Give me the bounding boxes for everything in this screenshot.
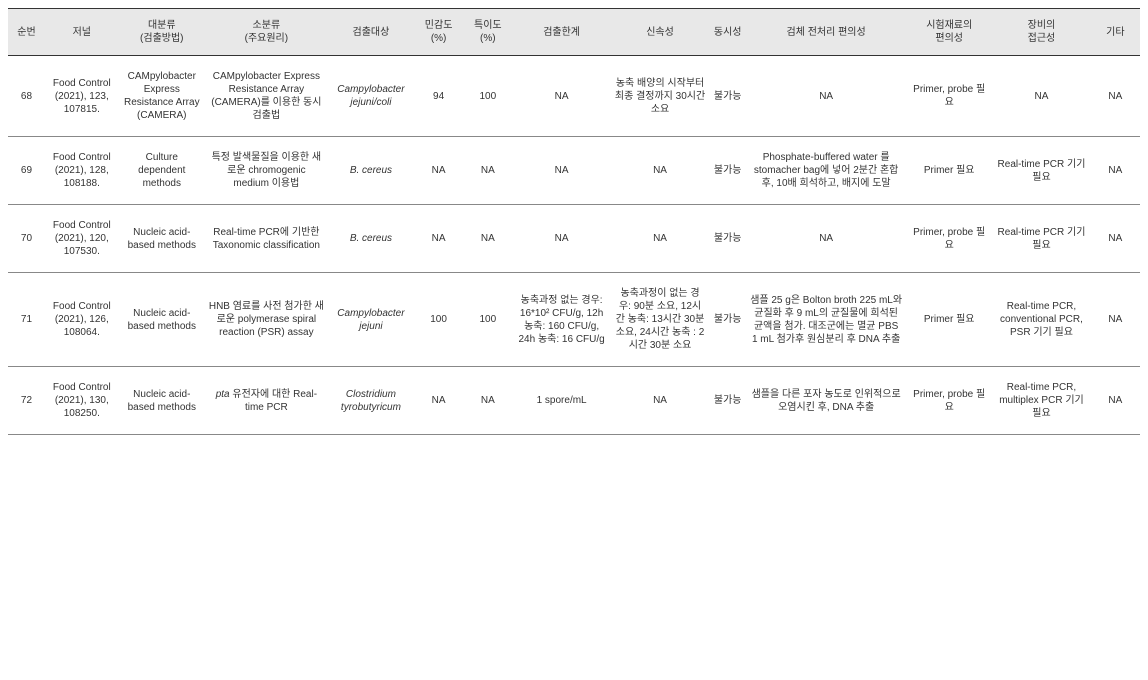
cell-simultaneity: 불가능 — [709, 205, 746, 273]
header-journal: 저널 — [45, 9, 119, 56]
cell-specificity: 100 — [463, 273, 512, 367]
cell-reagent: Primer, probe 필요 — [906, 367, 992, 435]
header-sensitivity: 민감도(%) — [414, 9, 463, 56]
cell-method-minor: pta 유전자에 대한 Real-time PCR — [205, 367, 328, 435]
cell-pretreatment: NA — [746, 205, 906, 273]
table-row: 68Food Control (2021), 123, 107815.CAMpy… — [8, 56, 1140, 137]
cell-journal: Food Control (2021), 126, 108064. — [45, 273, 119, 367]
cell-speed: 농축 배양의 시작부터 최종 결정까지 30시간 소요 — [611, 56, 709, 137]
cell-detection-limit: NA — [512, 137, 610, 205]
cell-target: Campylobacter jejuni/coli — [328, 56, 414, 137]
header-speed: 신속성 — [611, 9, 709, 56]
cell-num: 72 — [8, 367, 45, 435]
cell-reagent: Primer, probe 필요 — [906, 56, 992, 137]
cell-specificity: NA — [463, 205, 512, 273]
cell-num: 70 — [8, 205, 45, 273]
header-target: 검출대상 — [328, 9, 414, 56]
cell-specificity: NA — [463, 137, 512, 205]
cell-journal: Food Control (2021), 120, 107530. — [45, 205, 119, 273]
cell-simultaneity: 불가능 — [709, 367, 746, 435]
table-body: 68Food Control (2021), 123, 107815.CAMpy… — [8, 56, 1140, 435]
cell-target: B. cereus — [328, 137, 414, 205]
cell-method-major: Nucleic acid-based methods — [119, 367, 205, 435]
header-other: 기타 — [1091, 9, 1140, 56]
cell-method-minor: Real-time PCR에 기반한 Taxonomic classificat… — [205, 205, 328, 273]
cell-target: B. cereus — [328, 205, 414, 273]
cell-num: 69 — [8, 137, 45, 205]
cell-method-minor: HNB 염료를 사전 첨가한 새로운 polymerase spiral rea… — [205, 273, 328, 367]
cell-num: 71 — [8, 273, 45, 367]
table-row: 72Food Control (2021), 130, 108250.Nucle… — [8, 367, 1140, 435]
cell-equipment: Real-time PCR 기기 필요 — [992, 205, 1090, 273]
cell-speed: 농축과정이 없는 경우: 90분 소요, 12시간 농축: 13시간 30분 소… — [611, 273, 709, 367]
cell-other: NA — [1091, 205, 1140, 273]
header-num: 순번 — [8, 9, 45, 56]
header-row: 순번 저널 대분류(검출방법) 소분류(주요원리) 검출대상 민감도(%) 특이… — [8, 9, 1140, 56]
cell-target: Clostridium tyrobutyricum — [328, 367, 414, 435]
cell-other: NA — [1091, 367, 1140, 435]
cell-simultaneity: 불가능 — [709, 273, 746, 367]
header-reagent: 시험재료의편의성 — [906, 9, 992, 56]
header-simultaneity: 동시성 — [709, 9, 746, 56]
cell-sensitivity: NA — [414, 137, 463, 205]
cell-pretreatment: 샘플을 다른 포자 농도로 인위적으로 오염시킨 후, DNA 추출 — [746, 367, 906, 435]
cell-method-major: Nucleic acid-based methods — [119, 273, 205, 367]
cell-pretreatment: 샘플 25 g은 Bolton broth 225 mL와 균질화 후 9 mL… — [746, 273, 906, 367]
cell-pretreatment: NA — [746, 56, 906, 137]
cell-equipment: Real-time PCR 기기 필요 — [992, 137, 1090, 205]
cell-simultaneity: 불가능 — [709, 137, 746, 205]
cell-speed: NA — [611, 367, 709, 435]
cell-other: NA — [1091, 56, 1140, 137]
cell-detection-limit: 농축과정 없는 경우: 16*10² CFU/g, 12h 농축: 160 CF… — [512, 273, 610, 367]
header-pretreatment: 검체 전처리 편의성 — [746, 9, 906, 56]
data-table: 순번 저널 대분류(검출방법) 소분류(주요원리) 검출대상 민감도(%) 특이… — [8, 8, 1140, 435]
table-row: 70Food Control (2021), 120, 107530.Nucle… — [8, 205, 1140, 273]
cell-sensitivity: 94 — [414, 56, 463, 137]
cell-simultaneity: 불가능 — [709, 56, 746, 137]
cell-detection-limit: NA — [512, 56, 610, 137]
cell-journal: Food Control (2021), 130, 108250. — [45, 367, 119, 435]
cell-specificity: NA — [463, 367, 512, 435]
table-header: 순번 저널 대분류(검출방법) 소분류(주요원리) 검출대상 민감도(%) 특이… — [8, 9, 1140, 56]
cell-other: NA — [1091, 273, 1140, 367]
cell-num: 68 — [8, 56, 45, 137]
cell-method-major: Culture dependent methods — [119, 137, 205, 205]
header-method-major: 대분류(검출방법) — [119, 9, 205, 56]
cell-equipment: NA — [992, 56, 1090, 137]
cell-journal: Food Control (2021), 123, 107815. — [45, 56, 119, 137]
cell-journal: Food Control (2021), 128, 108188. — [45, 137, 119, 205]
cell-equipment: Real-time PCR, multiplex PCR 기기 필요 — [992, 367, 1090, 435]
cell-other: NA — [1091, 137, 1140, 205]
cell-pretreatment: Phosphate-buffered water 를 stomacher bag… — [746, 137, 906, 205]
cell-method-major: CAMpylobacter Express Resistance Array (… — [119, 56, 205, 137]
table-row: 71Food Control (2021), 126, 108064.Nucle… — [8, 273, 1140, 367]
table-row: 69Food Control (2021), 128, 108188.Cultu… — [8, 137, 1140, 205]
table-container: 순번 저널 대분류(검출방법) 소분류(주요원리) 검출대상 민감도(%) 특이… — [0, 0, 1148, 443]
header-detection-limit: 검출한계 — [512, 9, 610, 56]
cell-equipment: Real-time PCR, conventional PCR, PSR 기기 … — [992, 273, 1090, 367]
cell-detection-limit: NA — [512, 205, 610, 273]
cell-sensitivity: NA — [414, 205, 463, 273]
cell-sensitivity: NA — [414, 367, 463, 435]
cell-method-major: Nucleic acid-based methods — [119, 205, 205, 273]
cell-target: Campylobacter jejuni — [328, 273, 414, 367]
cell-reagent: Primer 필요 — [906, 273, 992, 367]
header-method-minor: 소분류(주요원리) — [205, 9, 328, 56]
header-equipment: 장비의접근성 — [992, 9, 1090, 56]
cell-detection-limit: 1 spore/mL — [512, 367, 610, 435]
cell-specificity: 100 — [463, 56, 512, 137]
header-specificity: 특이도(%) — [463, 9, 512, 56]
cell-reagent: Primer, probe 필요 — [906, 205, 992, 273]
cell-reagent: Primer 필요 — [906, 137, 992, 205]
cell-method-minor: 특정 발색물질을 이용한 새로운 chromogenic medium 이용법 — [205, 137, 328, 205]
cell-sensitivity: 100 — [414, 273, 463, 367]
cell-speed: NA — [611, 137, 709, 205]
cell-method-minor: CAMpylobacter Express Resistance Array (… — [205, 56, 328, 137]
cell-speed: NA — [611, 205, 709, 273]
